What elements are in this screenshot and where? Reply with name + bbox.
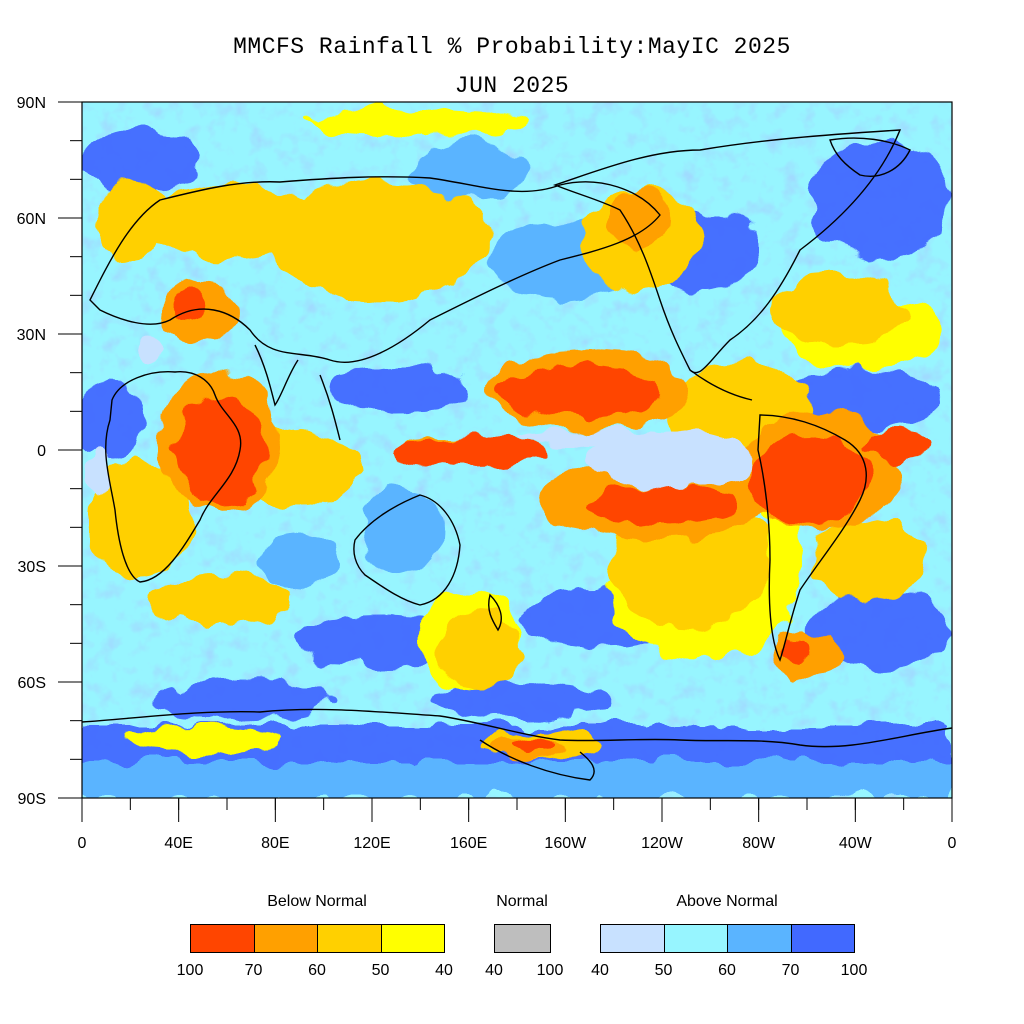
map-subtitle: JUN 2025 <box>454 73 570 99</box>
map-title: MMCFS Rainfall % Probability:MayIC 2025 <box>233 34 791 60</box>
legend-tick-below: 50 <box>371 962 390 979</box>
legend-tick-normal: 40 <box>485 962 503 979</box>
lon-label: 0 <box>78 835 87 852</box>
legend-swatch-below <box>253 924 318 953</box>
lat-label: 60S <box>18 675 46 692</box>
legend-swatch-above <box>600 924 665 953</box>
legend-normal-label: Normal <box>496 893 548 910</box>
legend-swatch-below <box>317 924 382 953</box>
lat-label: 90S <box>18 791 46 808</box>
legend-tick-normal: 100 <box>536 962 564 979</box>
legend-swatch-below <box>380 924 445 953</box>
rainfall-probability-map: 90N 60N 30N 0 30S 60S 90S 0 40E 80E 120E 160E 160W 1… <box>17 95 957 852</box>
legend-swatch-normal <box>494 924 551 953</box>
lat-label: 0 <box>37 443 46 460</box>
longitude-labels: 0 40E 80E 120E 160E 160W 120W 80W 40W 0 <box>78 835 957 852</box>
legend-tick-below: 70 <box>244 962 263 979</box>
probability-field <box>82 102 952 798</box>
legend-tick-above: 100 <box>840 962 868 979</box>
legend-tick-above: 50 <box>654 962 673 979</box>
legend-tick-below: 40 <box>435 962 453 979</box>
legend-tick-above: 70 <box>781 962 800 979</box>
axis-ticks <box>58 101 953 822</box>
lon-label: 160W <box>544 835 587 852</box>
lon-label: 120E <box>353 835 390 852</box>
legend-tick-below: 100 <box>176 962 204 979</box>
legend-swatch-above <box>663 924 728 953</box>
lat-label: 90N <box>17 95 46 112</box>
lon-label: 0 <box>948 835 957 852</box>
coastlines <box>82 129 952 781</box>
legend-swatch-below <box>190 924 255 953</box>
legend-tick-above: 40 <box>591 962 609 979</box>
lat-label: 30S <box>18 559 46 576</box>
lon-label: 160E <box>450 835 487 852</box>
lon-label: 80W <box>742 835 776 852</box>
lon-label: 120W <box>641 835 684 852</box>
legend-tick-above: 60 <box>718 962 736 979</box>
legend-swatch-above <box>727 924 792 953</box>
latitude-labels: 90N 60N 30N 0 30S 60S 90S <box>17 95 46 808</box>
legend-swatch-above <box>790 924 855 953</box>
legend-above-normal-label: Above Normal <box>676 893 778 910</box>
lon-label: 80E <box>261 835 289 852</box>
legend-below-normal-label: Below Normal <box>267 893 367 910</box>
lat-label: 60N <box>17 211 46 228</box>
lon-label: 40E <box>164 835 192 852</box>
lon-label: 40W <box>839 835 873 852</box>
legend-tick-below: 60 <box>308 962 326 979</box>
lat-label: 30N <box>17 327 46 344</box>
